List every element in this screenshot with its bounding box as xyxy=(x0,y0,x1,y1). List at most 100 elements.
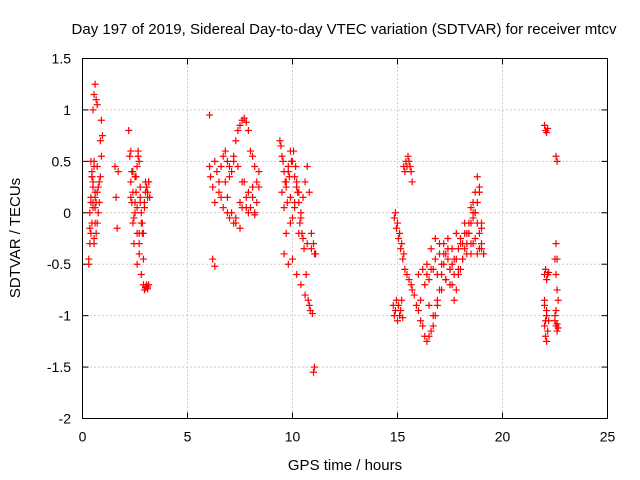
data-point xyxy=(226,163,233,170)
data-point xyxy=(427,327,435,335)
data-point xyxy=(247,147,254,155)
data-point xyxy=(236,224,244,232)
data-point xyxy=(215,188,223,196)
x-tick-labels: 0 5 10 15 20 25 xyxy=(79,429,616,445)
data-point xyxy=(93,188,101,196)
data-point xyxy=(284,168,292,176)
data-point xyxy=(140,204,148,212)
data-point xyxy=(133,204,141,212)
y-tick-label: -1.5 xyxy=(47,359,71,375)
data-point xyxy=(452,286,460,294)
data-point xyxy=(236,121,244,129)
data-point xyxy=(457,235,464,242)
data-point xyxy=(554,324,562,332)
data-point xyxy=(283,199,291,206)
data-point xyxy=(253,199,261,206)
data-point xyxy=(287,157,295,165)
data-point xyxy=(446,265,454,273)
data-point xyxy=(278,152,286,160)
data-point xyxy=(219,204,227,212)
data-point xyxy=(126,152,134,160)
data-point xyxy=(450,271,458,278)
data-point xyxy=(425,332,433,340)
data-point xyxy=(278,188,286,196)
y-tick-label: 0.5 xyxy=(52,153,72,169)
data-point xyxy=(478,240,485,248)
data-point xyxy=(88,173,96,181)
data-point xyxy=(228,168,236,176)
data-point xyxy=(446,281,454,289)
data-point xyxy=(406,163,414,170)
data-point xyxy=(92,229,100,237)
data-point xyxy=(217,163,225,170)
data-point xyxy=(249,193,257,201)
data-point xyxy=(97,116,105,124)
data-point xyxy=(94,209,102,217)
data-point xyxy=(238,204,246,212)
data-point xyxy=(403,271,411,278)
data-point xyxy=(298,229,306,237)
data-point xyxy=(137,209,145,217)
data-point xyxy=(401,265,409,273)
data-point xyxy=(407,281,415,289)
data-point xyxy=(311,250,319,258)
data-point xyxy=(285,173,293,181)
data-point xyxy=(311,363,319,371)
data-point xyxy=(113,224,121,232)
data-point xyxy=(397,245,405,253)
data-point xyxy=(459,240,467,248)
data-point xyxy=(91,219,99,227)
data-point xyxy=(93,163,101,170)
data-point xyxy=(277,142,285,150)
data-point xyxy=(394,317,401,325)
data-point xyxy=(135,250,143,258)
x-tick-label: 20 xyxy=(495,429,511,445)
data-point xyxy=(442,276,450,284)
data-point xyxy=(280,250,288,258)
data-point xyxy=(294,188,302,196)
data-point xyxy=(236,199,244,206)
data-point xyxy=(397,307,405,314)
data-point xyxy=(433,271,441,278)
data-point xyxy=(207,173,215,181)
data-point xyxy=(429,322,437,330)
data-point xyxy=(86,224,94,232)
data-point xyxy=(279,157,287,165)
axis-ticks xyxy=(82,58,608,419)
data-point xyxy=(242,118,250,126)
data-point xyxy=(127,193,135,201)
data-point xyxy=(467,250,475,258)
data-point xyxy=(286,193,294,201)
y-tick-label: 1 xyxy=(63,102,71,118)
data-point xyxy=(253,178,261,186)
data-point xyxy=(90,235,98,242)
data-point xyxy=(553,255,561,263)
data-point xyxy=(211,199,219,206)
data-point xyxy=(255,183,263,191)
data-point xyxy=(244,209,252,217)
data-point xyxy=(407,168,415,176)
data-point xyxy=(544,327,552,335)
data-point xyxy=(469,199,477,206)
data-point xyxy=(140,286,148,294)
data-point xyxy=(473,250,481,258)
data-point xyxy=(452,229,460,237)
data-point xyxy=(133,260,141,268)
data-point xyxy=(423,337,431,345)
data-point xyxy=(297,281,305,289)
data-point xyxy=(221,147,229,155)
data-point xyxy=(91,80,99,88)
data-point xyxy=(448,245,456,253)
data-point xyxy=(251,163,259,170)
data-point xyxy=(289,255,296,263)
data-point xyxy=(301,178,309,186)
data-point xyxy=(206,163,214,170)
data-point xyxy=(137,271,145,278)
data-point xyxy=(543,307,551,314)
data-point xyxy=(211,262,219,270)
data-point xyxy=(209,255,217,263)
data-point xyxy=(291,204,299,212)
data-point xyxy=(438,260,446,268)
data-point xyxy=(541,322,548,330)
y-axis-label: SDTVAR / TECUs xyxy=(7,178,24,298)
